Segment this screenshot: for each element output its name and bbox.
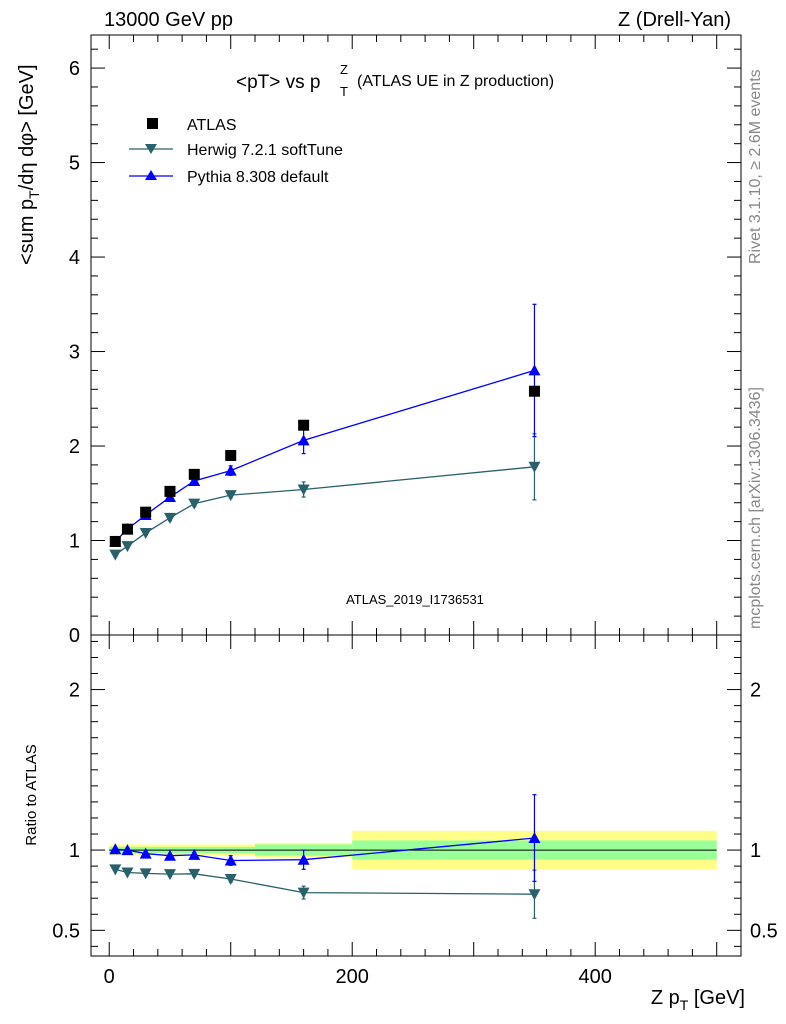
ratio-ylabel: Ratio to ATLAS [23,744,40,845]
ratio-axis-ticks: 0 200 400 0.5 0.5 1 1 2 2 [52,635,778,988]
main-series [109,303,541,561]
legend-atlas-marker [147,118,158,129]
main-y-tick-label: 0 [69,625,80,647]
main-herwig-point [139,527,152,539]
main-y-tick-label: 5 [69,153,80,175]
ratio-herwig-point [224,873,237,885]
ratio-y-tick-label-right: 1 [750,840,761,862]
main-herwig-point [224,490,237,502]
ratio-y-tick-label: 1 [69,840,80,862]
rivet-version-label: Rivet 3.1.10, ≥ 2.6M events [747,69,764,264]
main-atlas-point [164,485,176,497]
ratio-herwig-point [163,869,176,881]
main-herwig-point [121,541,134,553]
main-ylabel-sub: T [26,190,42,199]
svg-text:Z pT [GeV]: Z pT [GeV] [651,987,745,1013]
plot-title-tail: (ATLAS UE in Z production) [357,73,554,90]
mcplots-reference-label: mcplots.cern.ch [arXiv:1306.3436] [747,387,764,629]
main-pythia-point [224,464,237,476]
x-tick-label: 0 [104,966,115,988]
ratio-y-tick-label-right: 2 [750,680,761,702]
header-left: 13000 GeV pp [104,9,233,31]
xlabel-sub: T [680,997,689,1013]
main-y-tick-label: 4 [69,247,80,269]
svg-text:<sum pT/dη dφ> [GeV]: <sum pT/dη dφ> [GeV] [16,64,42,265]
main-atlas-point [225,449,237,461]
ratio-pythia-point [139,847,152,859]
xlabel-b: [GeV] [688,987,745,1009]
main-y-tick-label: 1 [69,531,80,553]
main-herwig-point [188,498,201,510]
ratio-pythia-point [121,844,134,856]
ratio-y-tick-label: 0.5 [52,920,80,942]
xlabel-a: Z p [651,987,680,1009]
analysis-label: ATLAS_2019_I1736531 [346,592,484,607]
ratio-series [109,794,541,919]
main-y-tick-label: 3 [69,342,80,364]
main-pythia-line [114,369,535,542]
legend-atlas-label: ATLAS [187,117,237,134]
header-right: Z (Drell-Yan) [618,9,731,31]
ratio-herwig-point [121,867,134,879]
ratio-herwig-point [139,868,152,880]
legend: ATLAS Herwig 7.2.1 softTune Pythia 8.308… [129,117,343,186]
main-ylabel: <sum pT/dη dφ> [GeV] [16,64,42,265]
main-atlas-point [188,468,200,480]
main-atlas-point [528,385,540,397]
main-pythia-point [188,474,201,486]
legend-herwig-marker [145,144,157,154]
plot-title-sub: T [340,84,348,99]
plot-title-sup: Z [340,62,348,77]
legend-pythia-marker [145,170,157,180]
main-pythia-point [528,364,541,376]
main-axis-ticks: 0 1 2 3 4 5 6 [69,35,741,647]
main-atlas-point [298,419,310,431]
ratio-pythia-point [297,853,310,865]
main-panel: 0 1 2 3 4 5 6 <pT> vs p Z T (ATLAS UE in Z pro… [16,34,742,647]
main-atlas-point [121,523,133,535]
ratio-herwig-point [528,889,541,901]
ratio-pythia-point [224,854,237,866]
plot-title-main: <pT> vs p [236,72,321,93]
ratio-herwig-line [115,868,535,895]
legend-pythia-label: Pythia 8.308 default [187,169,329,186]
main-herwig-point [163,512,176,524]
xlabel: Z pT [GeV] [651,987,745,1013]
main-herwig-point [297,484,310,496]
main-y-tick-label: 2 [69,436,80,458]
legend-herwig-label: Herwig 7.2.1 softTune [187,142,343,159]
main-herwig-line [114,466,535,556]
main-atlas-point [109,535,121,547]
ratio-herwig-point [109,864,122,876]
main-ylabel-a: <sum p [16,199,38,265]
ratio-panel-frame [90,634,742,957]
main-atlas-point [140,506,152,518]
x-tick-label: 400 [579,966,612,988]
ratio-herwig-point [297,887,310,899]
x-tick-label: 200 [336,966,369,988]
ratio-pythia-point [163,849,176,861]
main-herwig-point [109,549,122,561]
ratio-y-tick-label-right: 0.5 [750,920,778,942]
ratio-pythia-point [109,843,122,855]
ratio-pythia-point [188,848,201,860]
plot-title: <pT> vs p Z T (ATLAS UE in Z production) [236,62,554,99]
ratio-y-tick-label: 2 [69,680,80,702]
ratio-panel: 0 200 400 0.5 0.5 1 1 2 2 Ratio to ATLAS Z pT [G… [23,634,778,1013]
main-y-tick-label: 6 [69,58,80,80]
main-ylabel-b: /dη dφ> [GeV] [16,64,38,190]
ratio-pythia-point [528,832,541,844]
main-herwig-point [528,461,541,473]
main-pythia-point [297,434,310,446]
ratio-herwig-point [188,868,201,880]
